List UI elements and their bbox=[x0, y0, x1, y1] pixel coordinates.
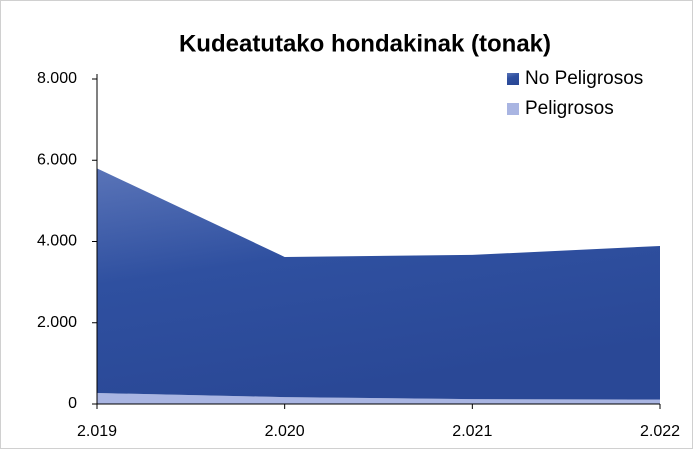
y-tick-label: 4.000 bbox=[37, 233, 77, 250]
y-tick-label: 0 bbox=[68, 395, 77, 412]
y-tick-label: 2.000 bbox=[37, 314, 77, 331]
x-tick-label: 2.019 bbox=[77, 423, 117, 440]
legend-label: No Peligrosos bbox=[525, 68, 643, 89]
legend-label: Peligrosos bbox=[525, 98, 614, 119]
y-tick-label: 6.000 bbox=[37, 151, 77, 168]
area bbox=[97, 168, 660, 400]
chart-title: Kudeatutako hondakinak (tonak) bbox=[179, 30, 551, 57]
y-tick-label: 8.000 bbox=[37, 70, 77, 87]
legend-swatch bbox=[507, 73, 519, 85]
x-tick-label: 2.020 bbox=[265, 423, 305, 440]
x-tick-label: 2.022 bbox=[640, 423, 680, 440]
area bbox=[97, 393, 660, 404]
x-tick-label: 2.021 bbox=[452, 423, 492, 440]
legend-swatch bbox=[507, 103, 519, 115]
